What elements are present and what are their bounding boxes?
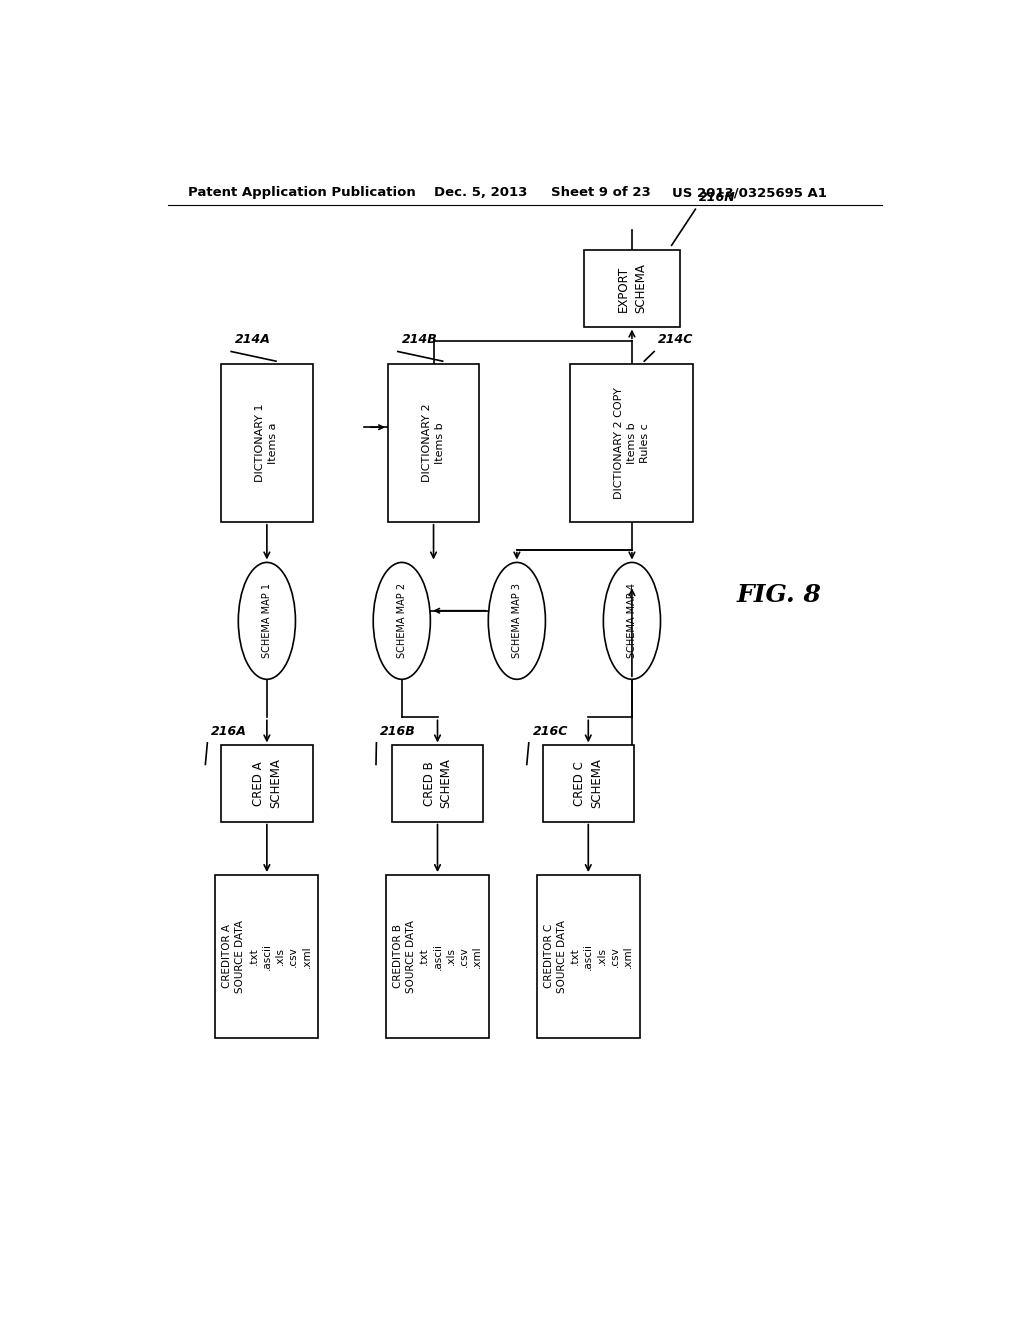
Text: CRED A
SCHEMA: CRED A SCHEMA [252,759,282,808]
FancyBboxPatch shape [221,746,312,821]
FancyBboxPatch shape [537,875,640,1038]
Text: 216N: 216N [699,191,736,205]
Text: SCHEMA MAP 2: SCHEMA MAP 2 [396,583,407,659]
Text: FIG. 8: FIG. 8 [736,583,821,607]
Ellipse shape [239,562,296,680]
Ellipse shape [373,562,430,680]
FancyBboxPatch shape [215,875,318,1038]
FancyBboxPatch shape [388,364,479,521]
Text: SCHEMA MAP 4: SCHEMA MAP 4 [627,583,637,659]
Text: CREDITOR B
SOURCE DATA
.txt
.ascii
.xls
.csv
.xml: CREDITOR B SOURCE DATA .txt .ascii .xls … [393,920,482,993]
Text: 216A: 216A [211,725,247,738]
FancyBboxPatch shape [543,746,634,821]
Text: DICTIONARY 2 COPY
Items b
Rules c: DICTIONARY 2 COPY Items b Rules c [613,387,650,499]
Text: Dec. 5, 2013: Dec. 5, 2013 [433,186,527,199]
Text: 214B: 214B [401,334,437,346]
Text: US 2013/0325695 A1: US 2013/0325695 A1 [672,186,826,199]
Text: SCHEMA MAP 3: SCHEMA MAP 3 [512,583,522,659]
Text: Patent Application Publication: Patent Application Publication [187,186,416,199]
Text: CREDITOR C
SOURCE DATA
.txt
.ascii
.xls
.csv
.xml: CREDITOR C SOURCE DATA .txt .ascii .xls … [544,920,633,993]
Text: DICTIONARY 1
Items a: DICTIONARY 1 Items a [255,404,279,482]
Text: Sheet 9 of 23: Sheet 9 of 23 [551,186,650,199]
Text: 216C: 216C [532,725,568,738]
Ellipse shape [488,562,546,680]
FancyBboxPatch shape [585,251,680,326]
Text: EXPORT
SCHEMA: EXPORT SCHEMA [616,264,647,313]
FancyBboxPatch shape [221,364,312,521]
Text: 214C: 214C [658,334,693,346]
Ellipse shape [603,562,660,680]
FancyBboxPatch shape [570,364,693,521]
Text: CRED C
SCHEMA: CRED C SCHEMA [573,759,603,808]
Text: CREDITOR A
SOURCE DATA
.txt
.ascii
.xls
.csv
.xml: CREDITOR A SOURCE DATA .txt .ascii .xls … [222,920,311,993]
Text: SCHEMA MAP 1: SCHEMA MAP 1 [262,583,272,659]
Text: 214A: 214A [236,334,271,346]
FancyBboxPatch shape [386,875,489,1038]
Text: 216B: 216B [380,725,416,738]
FancyBboxPatch shape [392,746,483,821]
Text: CRED B
SCHEMA: CRED B SCHEMA [423,759,453,808]
Text: DICTIONARY 2
Items b: DICTIONARY 2 Items b [422,404,445,482]
